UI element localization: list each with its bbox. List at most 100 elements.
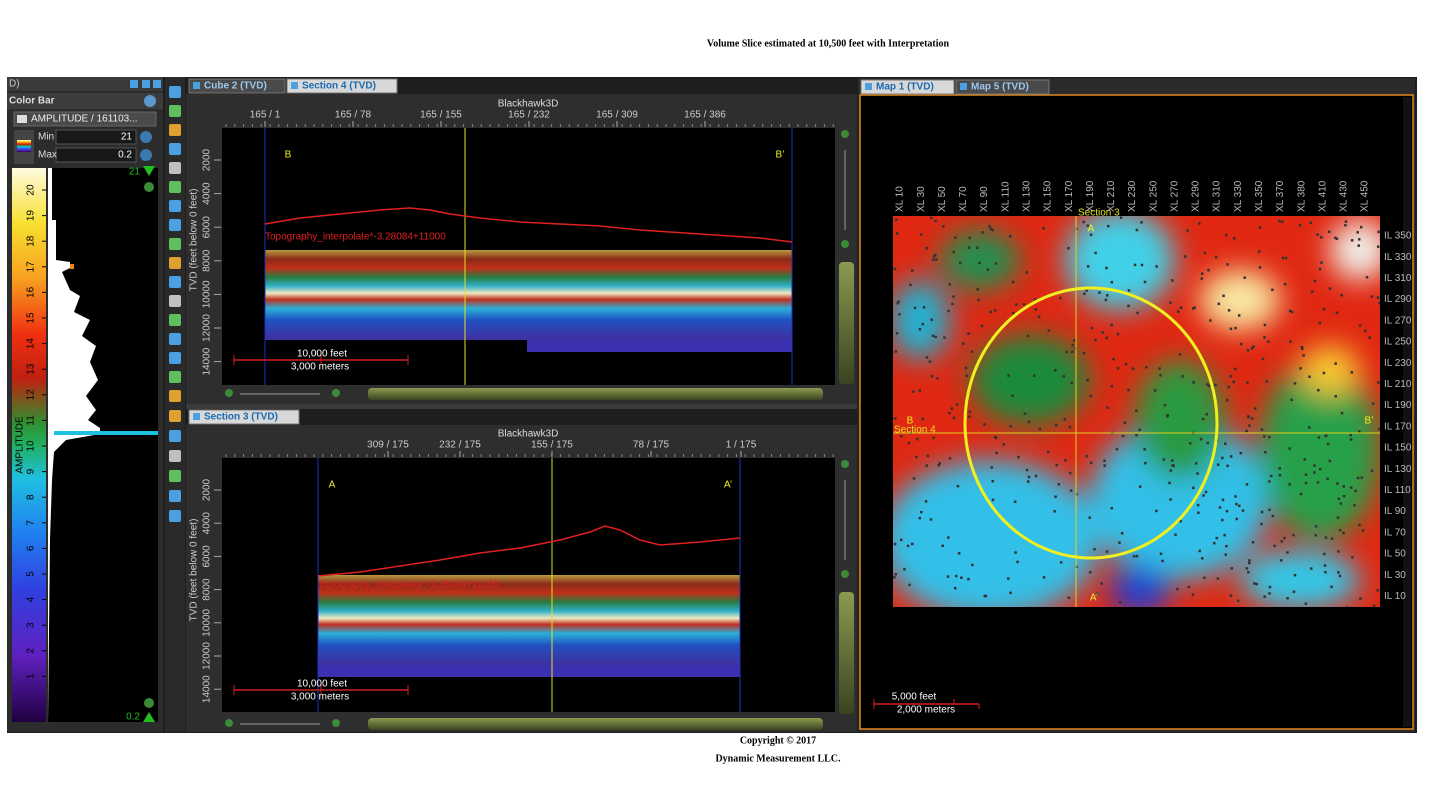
well-dot xyxy=(1263,435,1266,438)
view-tab[interactable] xyxy=(955,79,1050,95)
tool-button[interactable] xyxy=(169,143,181,155)
well-dot xyxy=(1258,266,1262,269)
tool-button[interactable] xyxy=(169,510,181,522)
tool-button[interactable] xyxy=(169,181,181,193)
well-dot xyxy=(900,434,903,438)
tool-button[interactable] xyxy=(169,276,181,288)
reset-button[interactable] xyxy=(140,131,152,143)
zoom-button[interactable] xyxy=(841,240,849,248)
well-dot xyxy=(1263,323,1267,327)
well-dot xyxy=(1237,314,1241,317)
copyright: Copyright © 2017 xyxy=(740,735,816,746)
tool-button[interactable] xyxy=(169,162,181,174)
zoom-button[interactable] xyxy=(332,389,340,397)
well-dot xyxy=(976,246,979,250)
zoom-in[interactable] xyxy=(144,698,154,708)
zoom-button[interactable] xyxy=(225,719,233,727)
horizontal-scrollbar[interactable] xyxy=(368,718,823,730)
well-dot xyxy=(1205,412,1208,416)
tool-button[interactable] xyxy=(169,410,181,422)
well-dot xyxy=(1350,239,1354,242)
well-dot xyxy=(1370,469,1374,473)
color-swatch[interactable] xyxy=(17,140,31,152)
attribute-dropdown-text[interactable]: AMPLITUDE / 161103... xyxy=(31,114,138,125)
view-tab-label[interactable]: Section 3 (TVD) xyxy=(204,412,278,423)
well-dot xyxy=(1135,554,1139,558)
tool-button[interactable] xyxy=(169,390,181,402)
well-dot xyxy=(1304,473,1308,476)
scale-label: 10,000 feet xyxy=(297,349,347,360)
zoom-in[interactable] xyxy=(144,182,154,192)
tool-button[interactable] xyxy=(169,333,181,345)
well-dot xyxy=(1327,230,1331,233)
window-button[interactable] xyxy=(142,80,150,88)
max-handle[interactable] xyxy=(143,166,155,176)
tool-button[interactable] xyxy=(169,219,181,231)
y-tick-label: 4000 xyxy=(202,182,213,205)
zoom-button[interactable] xyxy=(332,719,340,727)
tool-button[interactable] xyxy=(169,105,181,117)
min-handle[interactable] xyxy=(143,712,155,722)
well-dot xyxy=(1338,528,1342,532)
view-tab[interactable] xyxy=(860,79,955,95)
horizontal-scrollbar[interactable] xyxy=(368,388,823,400)
window-button[interactable] xyxy=(153,80,161,88)
tool-button[interactable] xyxy=(169,470,181,482)
panel-title: Color Bar xyxy=(9,96,55,107)
well-dot xyxy=(1290,310,1294,314)
well-dot xyxy=(1349,438,1353,441)
well-dot xyxy=(1377,381,1380,384)
tool-button[interactable] xyxy=(169,430,181,442)
max-input[interactable] xyxy=(55,147,137,163)
well-dot xyxy=(967,577,970,581)
splitter[interactable] xyxy=(186,404,857,409)
view-tab[interactable] xyxy=(188,78,286,94)
help-icon[interactable] xyxy=(144,95,156,107)
tool-button[interactable] xyxy=(169,352,181,364)
zoom-button[interactable] xyxy=(841,460,849,468)
tool-button[interactable] xyxy=(169,257,181,269)
map-scrollbar[interactable] xyxy=(1403,97,1411,727)
view-tab-label[interactable]: Map 5 (TVD) xyxy=(971,82,1029,93)
tool-button[interactable] xyxy=(169,238,181,250)
tool-button[interactable] xyxy=(169,124,181,136)
tool-button[interactable] xyxy=(169,314,181,326)
well-dot xyxy=(1304,602,1308,605)
view-tab-label[interactable]: Section 4 (TVD) xyxy=(302,81,376,92)
reset-button[interactable] xyxy=(140,149,152,161)
zoom-button[interactable] xyxy=(841,570,849,578)
view-tab-label[interactable]: Map 1 (TVD) xyxy=(876,82,934,93)
tool-button[interactable] xyxy=(169,200,181,212)
min-input[interactable] xyxy=(55,129,137,145)
tool-button[interactable] xyxy=(169,450,181,462)
view-tab-label[interactable]: Cube 2 (TVD) xyxy=(204,81,267,92)
well-dot xyxy=(1268,508,1271,512)
vertical-scrollbar[interactable] xyxy=(839,592,854,714)
vertical-scrollbar[interactable] xyxy=(839,262,854,384)
xl-tick-label: XL 150 xyxy=(1043,180,1054,212)
well-dot xyxy=(1101,331,1105,334)
scale-label: 2,000 meters xyxy=(897,705,955,716)
tool-button[interactable] xyxy=(169,295,181,307)
well-dot xyxy=(1359,225,1363,229)
window-button[interactable] xyxy=(130,80,138,88)
zoom-button[interactable] xyxy=(225,389,233,397)
y-tick-label: 4000 xyxy=(202,512,213,535)
tool-button[interactable] xyxy=(169,86,181,98)
well-dot xyxy=(1340,294,1343,297)
view-tab[interactable] xyxy=(286,78,398,94)
tool-button[interactable] xyxy=(169,371,181,383)
attribute-dropdown[interactable] xyxy=(13,111,157,127)
well-dot xyxy=(1201,417,1205,421)
well-dot xyxy=(893,576,896,579)
min-value[interactable]: 21 xyxy=(121,132,133,143)
well-dot xyxy=(909,283,912,287)
colorbar-tick-label: 13 xyxy=(26,363,37,375)
well-dot xyxy=(1218,506,1222,509)
tool-button[interactable] xyxy=(169,490,181,502)
well-dot xyxy=(976,288,979,291)
max-value[interactable]: 0.2 xyxy=(118,150,132,161)
zoom-button[interactable] xyxy=(841,130,849,138)
view-tab[interactable] xyxy=(188,409,300,425)
colorbar-tick-label: 9 xyxy=(26,468,37,474)
